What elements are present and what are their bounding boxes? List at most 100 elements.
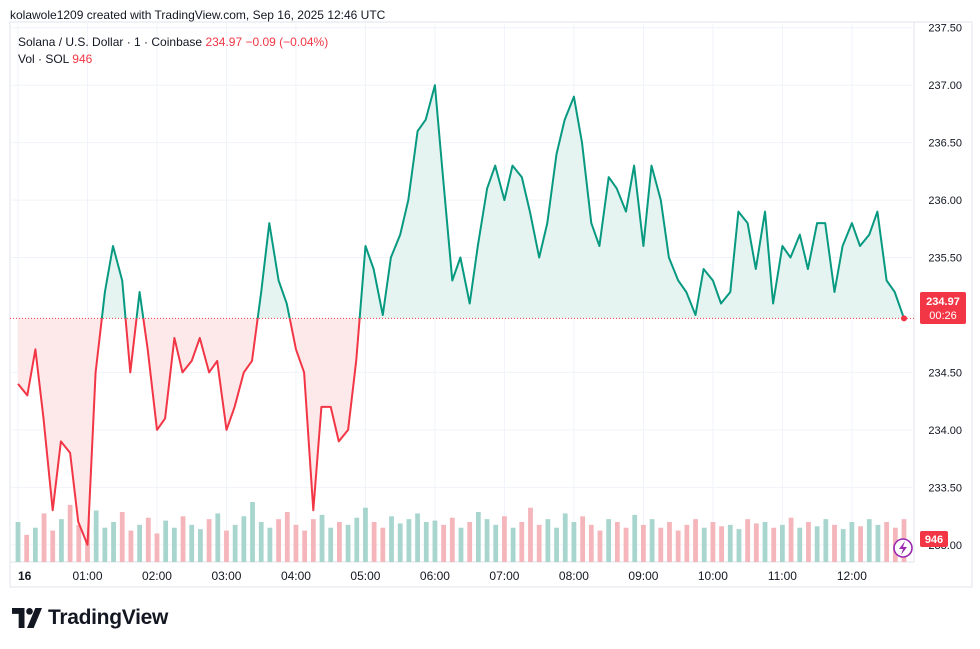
volume-bar	[858, 526, 863, 562]
volume-bar	[814, 526, 820, 562]
volume-bar	[866, 519, 872, 562]
volume-bar	[719, 526, 724, 562]
x-tick-label: 06:00	[420, 569, 450, 583]
y-tick-label: 234.50	[928, 367, 962, 379]
volume-bar	[258, 522, 264, 562]
volume-bar	[806, 522, 811, 562]
price-badge-value: 234.97	[926, 296, 960, 308]
volume-bar	[554, 527, 559, 562]
volume-bar	[493, 524, 499, 562]
volume-bar	[475, 512, 481, 562]
created-by-text: kolawole1209 created with TradingView.co…	[10, 8, 386, 22]
volume-bar	[328, 527, 334, 562]
volume-bar	[467, 522, 473, 562]
volume-bar	[649, 519, 655, 562]
tradingview-brand[interactable]: TradingView	[12, 606, 168, 630]
volume-legend[interactable]: Vol · SOL 946	[18, 52, 92, 66]
volume-bar	[380, 527, 386, 562]
volume-bar	[50, 530, 56, 562]
volume-bar	[59, 519, 64, 562]
volume-bar	[693, 519, 698, 562]
volume-bar	[93, 510, 99, 562]
symbol-legend[interactable]: Solana / U.S. Dollar · 1 · Coinbase 234.…	[18, 35, 328, 49]
price-change-text: −0.09 (−0.04%)	[245, 35, 329, 49]
lightning-replay-icon[interactable]	[893, 538, 913, 558]
volume-bar	[371, 522, 377, 562]
tradingview-logo-icon	[12, 608, 42, 628]
volume-bar	[510, 527, 516, 562]
x-tick-label: 11:00	[768, 569, 797, 583]
volume-bar	[580, 516, 585, 562]
volume-bar	[276, 519, 281, 562]
volume-bar	[224, 530, 229, 562]
volume-bar	[771, 527, 777, 562]
volume-bar	[849, 522, 855, 562]
price-axis: 237.50 237.00 236.50 236.00 235.50 234.50 234.…	[928, 23, 962, 552]
volume-bar	[667, 522, 672, 562]
y-tick-label: 233.50	[928, 482, 962, 494]
y-tick-label: 237.00	[928, 80, 962, 92]
y-tick-label: 234.00	[928, 425, 962, 437]
volume-bar	[588, 524, 594, 562]
volume-bar	[293, 524, 299, 562]
volume-bar	[484, 519, 490, 562]
volume-bar	[519, 522, 525, 562]
volume-bar	[788, 517, 794, 562]
volume-value: 946	[72, 52, 93, 66]
time-axis: 16 01:00 02:00 03:00 04:00 05:00 06:00 07:00 08:…	[18, 569, 867, 583]
volume-bar	[267, 527, 273, 562]
volume-bar	[884, 522, 890, 562]
volume-bar	[215, 513, 221, 562]
volume-bar	[736, 529, 742, 562]
x-tick-label: 02:00	[142, 569, 172, 583]
price-badge-countdown: 00:26	[929, 310, 957, 322]
area-above-baseline	[18, 85, 904, 319]
volume-bar	[76, 524, 82, 562]
volume-bar	[623, 527, 629, 562]
volume-bar	[423, 522, 429, 562]
x-tick-label: 09:00	[628, 569, 658, 583]
price-area	[18, 85, 904, 545]
volume-bar	[449, 517, 455, 562]
volume-bar	[753, 523, 759, 562]
volume-bar	[762, 522, 768, 562]
volume-bar	[875, 524, 881, 562]
symbol-title: Solana / U.S. Dollar · 1 · Coinbase	[18, 35, 203, 49]
line-below-baseline	[17, 318, 904, 546]
volume-bar	[111, 522, 116, 562]
volume-bar	[128, 530, 134, 562]
volume-bar	[397, 523, 403, 562]
x-tick-label: 03:00	[211, 569, 241, 583]
volume-bar	[284, 512, 290, 562]
volume-bar	[597, 530, 603, 562]
volume-bar	[415, 513, 420, 562]
volume-bar	[441, 524, 447, 562]
last-price-dot	[901, 315, 907, 322]
price-line	[17, 84, 905, 546]
volume-bar	[797, 527, 803, 562]
volume-bar	[632, 514, 638, 562]
chart-frame	[9, 21, 973, 588]
volume-badge: 946	[920, 531, 948, 547]
volume-bar	[180, 516, 186, 562]
x-tick-label: 05:00	[350, 569, 380, 583]
volume-bars	[15, 502, 907, 562]
volume-bar	[406, 519, 412, 562]
volume-bar	[310, 519, 316, 562]
volume-bar	[67, 504, 73, 562]
volume-bar	[145, 517, 151, 562]
volume-bar	[363, 507, 368, 562]
volume-bar	[171, 527, 177, 562]
volume-badge-value: 946	[925, 534, 943, 546]
line-above-baseline	[100, 84, 905, 319]
y-tick-label: 235.50	[928, 253, 962, 265]
x-tick-label: 16	[18, 569, 32, 583]
volume-bar	[458, 527, 464, 562]
volume-bar	[302, 530, 308, 562]
x-tick-label: 07:00	[489, 569, 519, 583]
volume-bar	[337, 522, 342, 562]
volume-bar	[780, 524, 785, 562]
volume-label: Vol · SOL	[18, 52, 69, 66]
volume-bar	[562, 513, 568, 562]
